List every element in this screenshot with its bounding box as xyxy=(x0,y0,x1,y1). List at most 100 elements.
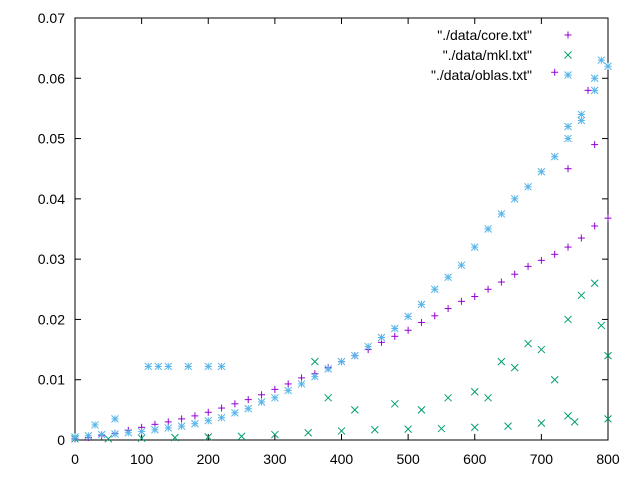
data-point xyxy=(164,418,172,426)
y-tick-label: 0.02 xyxy=(38,311,65,327)
data-point xyxy=(564,134,572,143)
data-point xyxy=(304,428,313,437)
y-tick-label: 0.03 xyxy=(38,251,65,267)
data-point xyxy=(244,396,252,404)
data-point xyxy=(537,419,546,427)
data-point xyxy=(111,430,119,438)
data-point xyxy=(204,416,213,425)
data-point xyxy=(504,422,512,430)
data-point xyxy=(164,424,173,432)
data-point xyxy=(284,380,292,388)
data-point xyxy=(258,391,266,399)
data-point xyxy=(97,430,106,439)
data-point xyxy=(471,293,479,301)
x-tick-label: 500 xyxy=(396,451,420,467)
data-point xyxy=(564,412,572,420)
data-point xyxy=(178,415,186,423)
data-point xyxy=(184,362,193,371)
data-point xyxy=(604,351,612,360)
legend-marker xyxy=(564,71,572,79)
data-marks xyxy=(71,56,612,443)
data-point xyxy=(604,415,612,423)
series-2 xyxy=(71,279,612,443)
data-point xyxy=(590,86,599,95)
data-point xyxy=(271,393,279,402)
data-point xyxy=(231,400,239,408)
y-tick-label: 0.01 xyxy=(38,372,65,388)
x-tick-label: 400 xyxy=(330,451,354,467)
data-point xyxy=(497,210,506,218)
data-point xyxy=(470,243,479,251)
data-point xyxy=(510,195,519,203)
data-point xyxy=(350,351,359,360)
data-point xyxy=(497,278,505,286)
data-point xyxy=(204,408,212,416)
x-tick-label: 0 xyxy=(71,451,79,467)
data-point xyxy=(144,362,153,371)
data-point xyxy=(591,141,599,149)
y-tick-label: 0 xyxy=(57,432,65,448)
data-point xyxy=(550,375,559,384)
data-point xyxy=(431,312,439,320)
data-point xyxy=(191,419,199,428)
data-point xyxy=(237,432,246,441)
data-point xyxy=(524,339,532,348)
data-point xyxy=(564,315,572,324)
data-point xyxy=(590,74,599,83)
data-point xyxy=(310,357,319,366)
data-point xyxy=(191,412,199,420)
data-point xyxy=(404,312,412,321)
data-point xyxy=(151,425,159,434)
data-point xyxy=(457,297,465,305)
data-point xyxy=(570,418,579,426)
data-point xyxy=(244,404,253,413)
data-point xyxy=(257,398,266,406)
data-point xyxy=(584,86,592,94)
data-point xyxy=(537,256,545,264)
y-tick-label: 0.05 xyxy=(38,131,65,147)
data-point xyxy=(218,404,226,412)
data-point xyxy=(91,421,99,429)
data-point xyxy=(511,270,519,278)
data-point xyxy=(217,413,226,422)
legend-marker xyxy=(564,51,572,59)
data-point xyxy=(430,285,439,294)
data-point xyxy=(154,362,163,371)
data-point xyxy=(337,357,346,366)
y-tick-label: 0.07 xyxy=(38,10,65,26)
data-point xyxy=(124,428,133,437)
data-point xyxy=(404,326,412,334)
data-point xyxy=(217,362,226,371)
data-point xyxy=(444,393,452,402)
data-point xyxy=(284,386,293,395)
data-point xyxy=(537,167,546,176)
legend-label: "./data/core.txt" xyxy=(437,27,532,43)
data-point xyxy=(590,279,599,288)
data-point xyxy=(297,380,306,388)
data-point xyxy=(551,250,559,258)
data-point xyxy=(177,422,186,430)
data-point xyxy=(417,406,426,414)
data-point xyxy=(444,305,452,313)
data-point xyxy=(510,363,519,372)
data-point xyxy=(470,387,479,396)
data-point xyxy=(377,333,386,342)
data-point xyxy=(591,222,599,230)
data-point xyxy=(577,234,585,242)
series-3 xyxy=(71,56,612,441)
data-point xyxy=(457,261,466,270)
data-point xyxy=(71,433,79,441)
data-point xyxy=(204,362,213,371)
data-point xyxy=(604,62,612,71)
y-tick-label: 0.06 xyxy=(38,70,65,86)
data-point xyxy=(324,365,333,373)
data-point xyxy=(537,345,546,354)
data-point xyxy=(564,243,572,251)
series-1 xyxy=(71,68,612,443)
data-point xyxy=(171,433,179,442)
x-tick-label: 300 xyxy=(263,451,287,467)
legend-label: "./data/oblas.txt" xyxy=(431,67,532,83)
data-point xyxy=(577,110,586,119)
data-point xyxy=(271,430,279,439)
data-point xyxy=(524,182,532,191)
